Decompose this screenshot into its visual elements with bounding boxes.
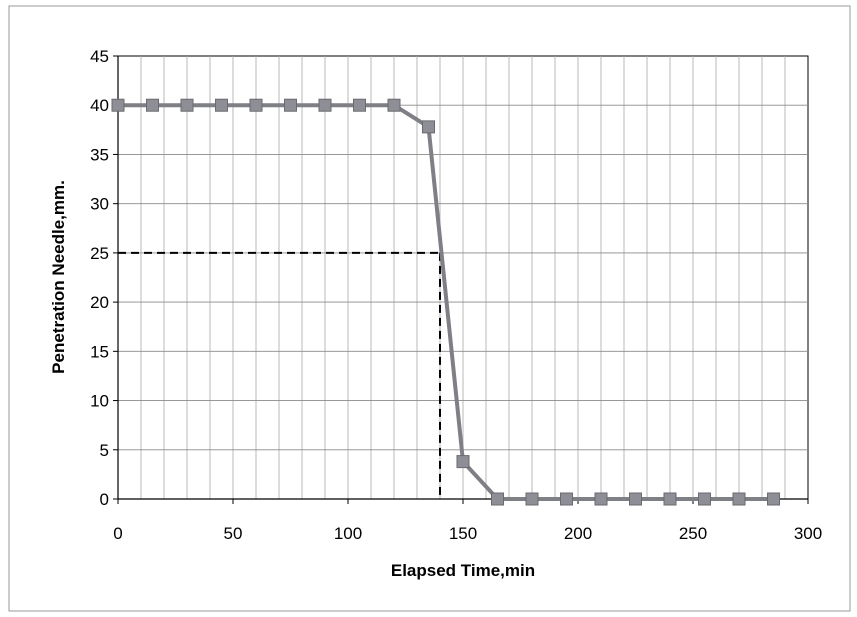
y-tick-label: 5 — [100, 441, 109, 460]
data-point — [249, 98, 263, 112]
plot-area: 0 5 10 15 20 25 30 35 40 45 0 50 100 150 200 250 300 — [90, 47, 822, 543]
data-point — [180, 98, 194, 112]
data-point — [422, 120, 435, 134]
x-tick-label: 150 — [449, 524, 477, 543]
data-point — [698, 492, 711, 506]
data-point — [387, 98, 401, 112]
x-tick-label: 300 — [794, 524, 822, 543]
data-point — [111, 98, 125, 112]
y-tick-label: 25 — [90, 244, 109, 263]
y-tick-label: 40 — [90, 96, 109, 115]
y-tick-label: 15 — [90, 342, 109, 361]
x-tick-label: 200 — [564, 524, 592, 543]
y-axis-title: Penetration Needle,mm. — [49, 180, 68, 374]
data-point — [318, 98, 332, 112]
data-point — [732, 492, 746, 506]
data-point — [594, 492, 608, 506]
data-point — [491, 492, 504, 506]
data-point — [663, 492, 677, 506]
y-tick-label: 10 — [90, 392, 109, 411]
y-tick-label: 20 — [90, 293, 109, 312]
data-point — [525, 492, 539, 506]
data-point — [767, 492, 780, 506]
x-tick-label: 250 — [679, 524, 707, 543]
data-point — [215, 98, 228, 112]
data-point — [353, 98, 366, 112]
data-point — [284, 98, 297, 112]
x-tick-label: 50 — [224, 524, 243, 543]
data-point — [146, 98, 159, 112]
x-axis-title: Elapsed Time,min — [391, 561, 535, 580]
y-tick-label: 45 — [90, 47, 109, 66]
data-point — [629, 492, 642, 506]
y-tick-label: 0 — [100, 490, 109, 509]
x-tick-label: 0 — [113, 524, 122, 543]
y-tick-label: 30 — [90, 195, 109, 214]
y-tick-label: 35 — [90, 145, 109, 164]
x-tick-label: 100 — [334, 524, 362, 543]
data-point — [456, 455, 470, 469]
data-point — [560, 492, 573, 506]
